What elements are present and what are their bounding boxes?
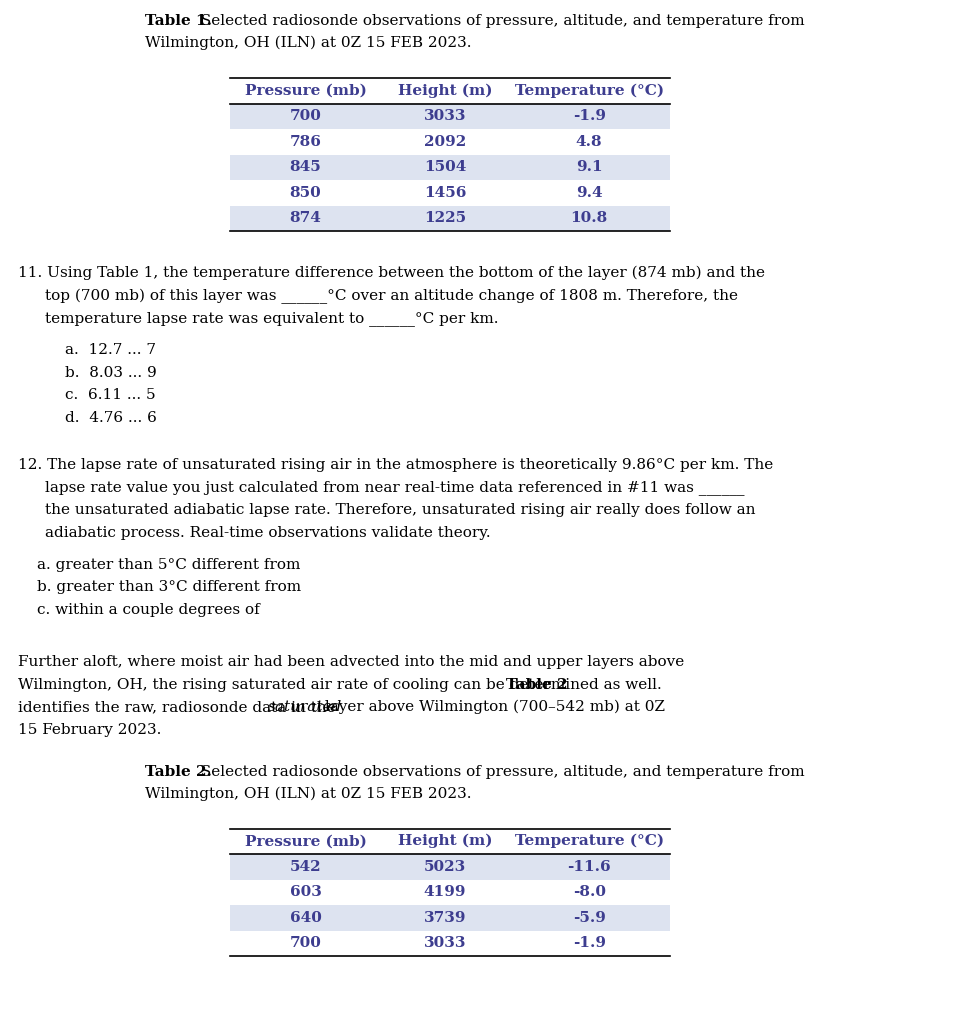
Bar (230, 180, 670, 206)
Bar (230, 931, 670, 956)
Text: 1456: 1456 (424, 185, 466, 200)
Text: 15 February 2023.: 15 February 2023. (17, 723, 161, 736)
Text: -8.0: -8.0 (572, 886, 606, 899)
Text: identifies the raw, radiosonde data in the: identifies the raw, radiosonde data in t… (17, 700, 341, 714)
Text: 4.8: 4.8 (576, 135, 602, 148)
Text: -1.9: -1.9 (572, 936, 606, 950)
Text: Temperature (°C): Temperature (°C) (514, 84, 664, 98)
Bar (230, 880, 670, 905)
Text: 1225: 1225 (424, 211, 466, 225)
Text: -11.6: -11.6 (567, 860, 611, 873)
Text: the unsaturated adiabatic lapse rate. Therefore, unsaturated rising air really d: the unsaturated adiabatic lapse rate. Th… (45, 503, 756, 517)
Text: b. greater than 3°C different from: b. greater than 3°C different from (38, 580, 301, 594)
Text: 700: 700 (290, 936, 321, 950)
Text: 9.4: 9.4 (576, 185, 602, 200)
Text: 640: 640 (290, 910, 321, 925)
Text: Wilmington, OH (ILN) at 0Z 15 FEB 2023.: Wilmington, OH (ILN) at 0Z 15 FEB 2023. (145, 36, 471, 50)
Text: 786: 786 (290, 135, 321, 148)
Bar (230, 103, 670, 129)
Text: 4199: 4199 (424, 886, 466, 899)
Text: Height (m): Height (m) (398, 835, 492, 849)
Text: a.  12.7 ... 7: a. 12.7 ... 7 (65, 343, 155, 357)
Text: adiabatic process. Real-time observations validate theory.: adiabatic process. Real-time observation… (45, 525, 490, 540)
Text: 845: 845 (290, 160, 321, 174)
Text: 1504: 1504 (424, 160, 466, 174)
Text: 10.8: 10.8 (570, 211, 608, 225)
Text: top (700 mb) of this layer was ______°C over an altitude change of 1808 m. There: top (700 mb) of this layer was ______°C … (45, 289, 738, 304)
Text: -5.9: -5.9 (573, 910, 606, 925)
Text: 874: 874 (290, 211, 321, 225)
Text: Table 2: Table 2 (507, 678, 567, 691)
Text: lapse rate value you just calculated from near real-time data referenced in #11 : lapse rate value you just calculated fro… (45, 480, 744, 496)
Text: layer above Wilmington (700–542 mb) at 0Z: layer above Wilmington (700–542 mb) at 0… (320, 700, 665, 715)
Text: Height (m): Height (m) (398, 84, 492, 98)
Text: 3033: 3033 (424, 110, 466, 123)
Bar (230, 155, 670, 180)
Text: c. within a couple degrees of: c. within a couple degrees of (38, 602, 260, 616)
Bar (230, 129, 670, 155)
Text: 11. Using Table 1, the temperature difference between the bottom of the layer (8: 11. Using Table 1, the temperature diffe… (17, 266, 764, 281)
Text: 9.1: 9.1 (576, 160, 602, 174)
Bar (230, 905, 670, 931)
Text: 3739: 3739 (424, 910, 466, 925)
Text: d.  4.76 ... 6: d. 4.76 ... 6 (65, 411, 156, 425)
Text: 12. The lapse rate of unsaturated rising air in the atmosphere is theoretically : 12. The lapse rate of unsaturated rising… (17, 458, 773, 472)
Text: 5023: 5023 (424, 860, 466, 873)
Text: saturated: saturated (268, 700, 342, 714)
Text: 542: 542 (290, 860, 321, 873)
Text: c.  6.11 ... 5: c. 6.11 ... 5 (65, 388, 155, 402)
Text: 3033: 3033 (424, 936, 466, 950)
Text: a. greater than 5°C different from: a. greater than 5°C different from (38, 557, 300, 571)
Text: Pressure (mb): Pressure (mb) (245, 835, 367, 848)
Text: Further aloft, where moist air had been advected into the mid and upper layers a: Further aloft, where moist air had been … (17, 655, 684, 669)
Text: Table 2.: Table 2. (145, 765, 211, 778)
Text: -1.9: -1.9 (572, 110, 606, 123)
Text: 700: 700 (290, 110, 321, 123)
Text: Selected radiosonde observations of pressure, altitude, and temperature from: Selected radiosonde observations of pres… (196, 765, 804, 778)
Text: 850: 850 (290, 185, 321, 200)
Text: Selected radiosonde observations of pressure, altitude, and temperature from: Selected radiosonde observations of pres… (196, 14, 804, 28)
Text: Pressure (mb): Pressure (mb) (245, 84, 367, 97)
Text: b.  8.03 ... 9: b. 8.03 ... 9 (65, 366, 156, 380)
Bar (230, 206, 670, 231)
Text: Temperature (°C): Temperature (°C) (514, 835, 664, 849)
Text: Wilmington, OH (ILN) at 0Z 15 FEB 2023.: Wilmington, OH (ILN) at 0Z 15 FEB 2023. (145, 786, 471, 801)
Text: 603: 603 (290, 886, 321, 899)
Text: 2092: 2092 (424, 135, 466, 148)
Text: Table 1.: Table 1. (145, 14, 211, 28)
Text: temperature lapse rate was equivalent to ______°C per km.: temperature lapse rate was equivalent to… (45, 311, 499, 326)
Bar (230, 854, 670, 880)
Text: Wilmington, OH, the rising saturated air rate of cooling can be determined as we: Wilmington, OH, the rising saturated air… (17, 678, 666, 691)
